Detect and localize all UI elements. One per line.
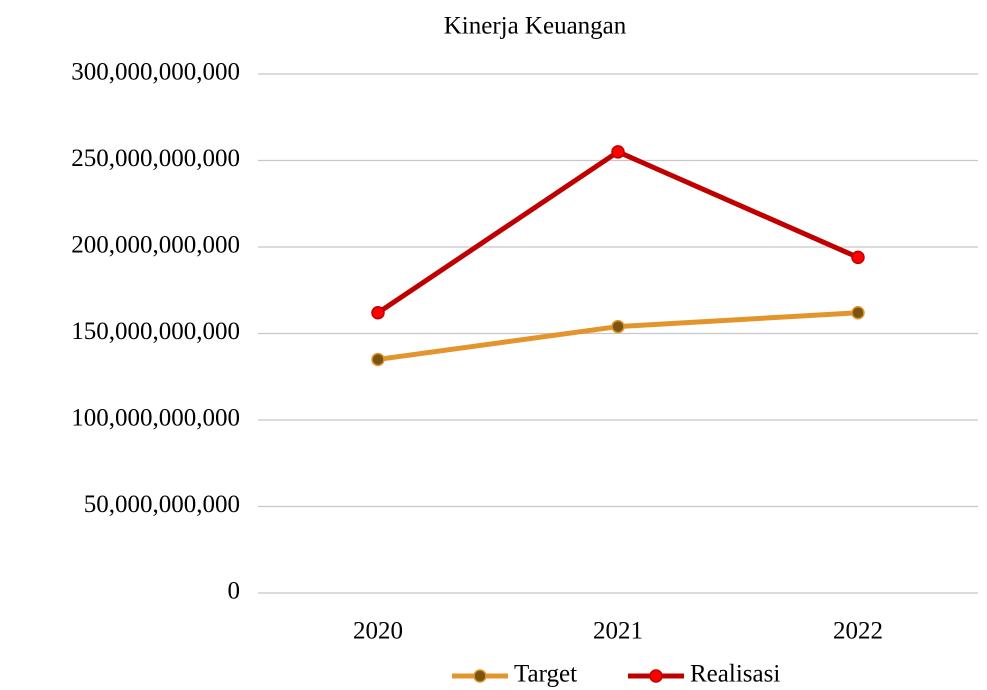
legend-label: Realisasi xyxy=(690,661,780,688)
y-tick-label: 100,000,000,000 xyxy=(71,405,240,432)
series-line xyxy=(376,149,860,315)
y-tick-label: 0 xyxy=(228,578,241,605)
point-marker xyxy=(371,305,385,320)
point-marker xyxy=(851,305,865,320)
series-line xyxy=(377,310,859,362)
legend-marker xyxy=(473,669,487,683)
x-tick-label: 2020 xyxy=(353,618,403,645)
y-tick-label: 150,000,000,000 xyxy=(71,318,240,345)
point-marker xyxy=(851,250,865,265)
point-marker xyxy=(371,352,385,367)
point-marker xyxy=(611,145,625,159)
point-marker xyxy=(611,319,625,334)
legend-marker xyxy=(649,669,663,683)
legend-label: Target xyxy=(514,661,577,688)
y-tick-label: 250,000,000,000 xyxy=(71,145,240,172)
y-tick-label: 50,000,000,000 xyxy=(84,491,240,518)
x-tick-label: 2022 xyxy=(833,618,883,645)
chart-title: Kinerja Keuangan xyxy=(444,13,627,40)
x-tick-label: 2021 xyxy=(593,618,643,645)
y-tick-label: 200,000,000,000 xyxy=(71,232,240,259)
y-tick-label: 300,000,000,000 xyxy=(71,59,240,86)
